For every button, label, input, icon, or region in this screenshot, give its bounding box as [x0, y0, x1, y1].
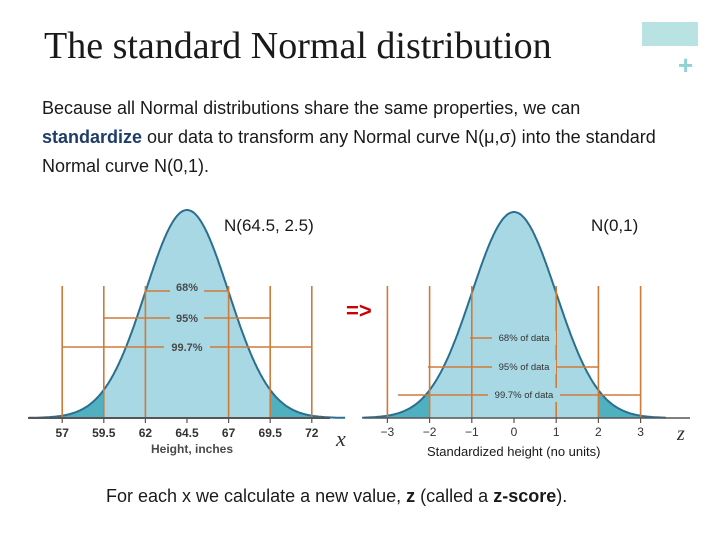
- right-axis-var: z: [676, 423, 685, 445]
- left-ticks: 57 59.5 62 64.5 67 69.5 72: [56, 418, 319, 440]
- left-curve-line: [28, 209, 346, 419]
- right-pct-68: 68% of data: [499, 333, 550, 344]
- bottom-part2: (called a: [415, 486, 494, 506]
- slide-title: The standard Normal distribution: [44, 25, 552, 67]
- right-fill-center: [429, 212, 599, 418]
- left-tick-label: 69.5: [259, 426, 283, 440]
- left-sd-lines: [61, 286, 313, 418]
- bottom-part3: ).: [556, 486, 568, 506]
- intro-text: Because all Normal distributions share t…: [42, 94, 682, 181]
- bottom-text: For each x we calculate a new value, z (…: [106, 486, 567, 507]
- intro-part2: our data to transform any Normal curve N…: [42, 127, 656, 176]
- left-tick-label: 59.5: [92, 426, 116, 440]
- right-normal-chart: −3 −2 −1 0 1 2 3 68% of data 95% of data 99.7%…: [362, 211, 690, 445]
- left-tick-label: 67: [222, 426, 236, 440]
- right-tick-label: 2: [595, 425, 602, 439]
- left-axis-var: x: [335, 426, 346, 451]
- right-chart-label: N(0,1): [591, 216, 639, 235]
- right-tick-label: −2: [423, 425, 437, 439]
- right-sd-lines: [386, 286, 642, 418]
- left-tick-label: 57: [56, 426, 70, 440]
- right-curve-line: [362, 211, 666, 419]
- right-tick-label: 0: [511, 425, 518, 439]
- left-pct-997: 99.7%: [171, 342, 202, 354]
- right-pct-997: 99.7% of data: [495, 390, 554, 401]
- intro-keyword: standardize: [42, 127, 143, 147]
- left-chart-label: N(64.5, 2.5): [224, 216, 314, 235]
- right-ticks: −3 −2 −1 0 1 2 3: [381, 418, 644, 439]
- bottom-zscore: z-score: [493, 486, 557, 506]
- right-xlabel: Standardized height (no units): [427, 444, 601, 459]
- right-tick-label: −3: [381, 425, 395, 439]
- left-tick-label: 64.5: [175, 426, 199, 440]
- left-pct-95: 95%: [176, 313, 198, 325]
- intro-part1: Because all Normal distributions share t…: [42, 98, 581, 118]
- plus-icon: +: [678, 50, 694, 80]
- left-normal-chart: 57 59.5 62 64.5 67 69.5 72 68% 95% 99.7% Heigh…: [28, 209, 346, 456]
- left-pct-68: 68%: [176, 282, 198, 294]
- bottom-z: z: [406, 486, 416, 506]
- transform-arrow: =>: [346, 298, 372, 323]
- right-tick-label: 1: [553, 425, 560, 439]
- right-pct-95: 95% of data: [499, 362, 550, 373]
- right-tick-label: −1: [465, 425, 479, 439]
- left-tick-label: 72: [305, 426, 319, 440]
- left-tick-label: 62: [139, 426, 153, 440]
- corner-decoration: [642, 22, 698, 46]
- left-xlabel: Height, inches: [151, 442, 233, 456]
- right-tick-label: 3: [637, 425, 644, 439]
- bottom-part1: For each x we calculate a new value,: [106, 486, 407, 506]
